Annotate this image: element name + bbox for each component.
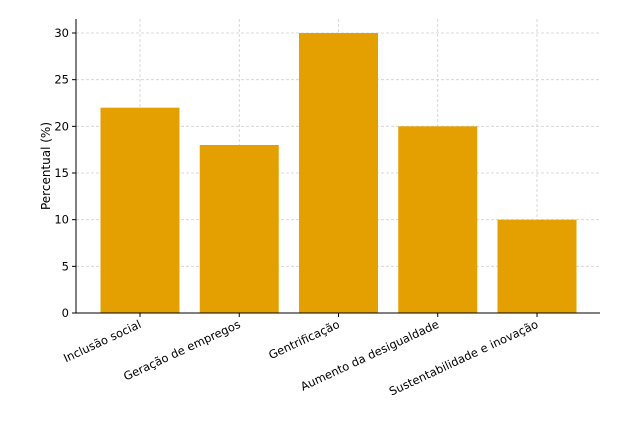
bar — [100, 107, 180, 314]
bar — [398, 126, 478, 313]
y-tick-label: 0 — [62, 306, 69, 320]
y-axis-label: Percentual (%) — [39, 122, 53, 210]
bar — [199, 145, 279, 313]
y-tick-label: 25 — [54, 73, 69, 87]
y-ticks: 0 5 10 15 20 25 30 — [54, 26, 76, 320]
bars — [100, 33, 577, 314]
x-tick-label: Gentrificação — [266, 317, 341, 362]
y-tick-label: 15 — [54, 166, 69, 180]
y-tick-label: 20 — [54, 119, 69, 133]
bar — [497, 219, 577, 313]
bar — [299, 33, 378, 313]
x-tick-label: Inclusão social — [61, 317, 143, 365]
y-tick-label: 30 — [54, 26, 69, 40]
y-tick-label: 5 — [62, 259, 69, 273]
y-tick-label: 10 — [54, 213, 69, 227]
